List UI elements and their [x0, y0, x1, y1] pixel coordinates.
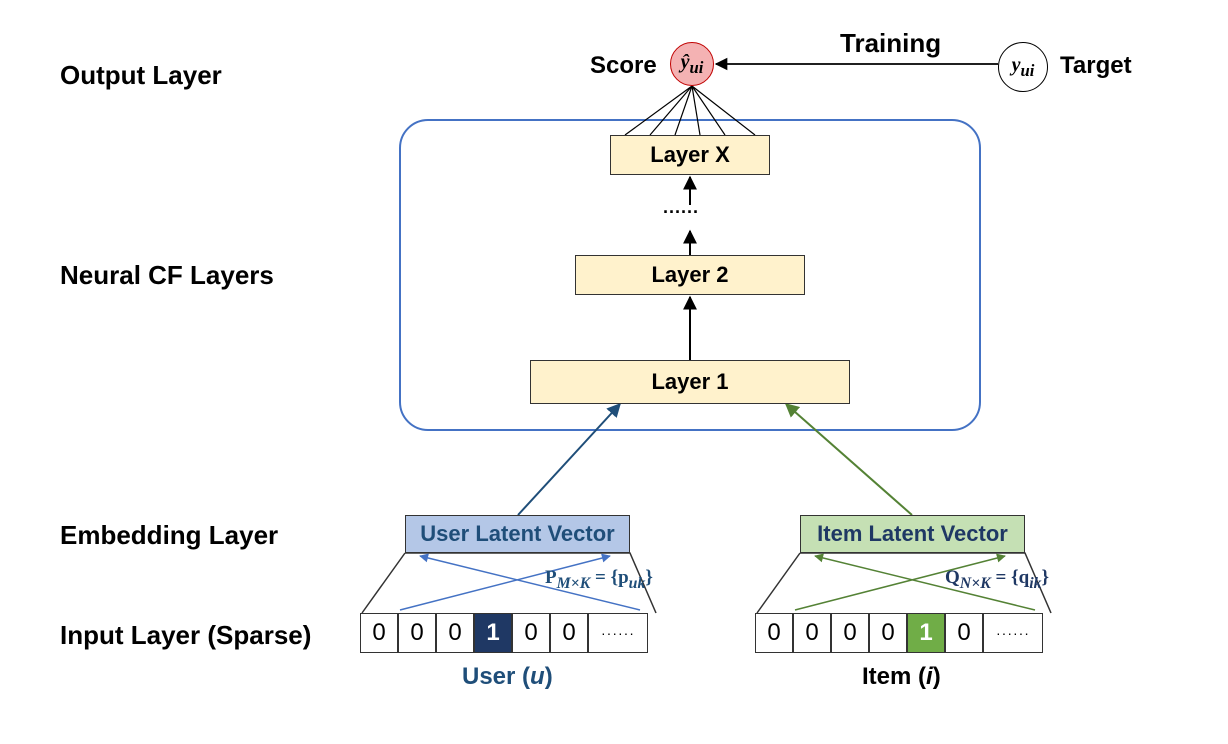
item-latent-math: QN×K = {qik} — [945, 567, 1049, 593]
onehot-dots: ······ — [588, 613, 648, 653]
training-label: Training — [840, 28, 941, 59]
layer-2-label: Layer 2 — [651, 262, 728, 288]
user-latent-box: User Latent Vector — [405, 515, 630, 553]
item-caption: Item (i) — [862, 663, 941, 691]
user-onehot: 000100······ — [360, 613, 648, 653]
onehot-dots: ······ — [983, 613, 1043, 653]
onehot-cell: 0 — [436, 613, 474, 653]
user-latent-label: User Latent Vector — [420, 521, 614, 547]
user-caption: User (u) — [462, 663, 553, 691]
onehot-cell: 1 — [907, 613, 945, 653]
score-label: Score — [590, 52, 657, 80]
item-latent-label: Item Latent Vector — [817, 521, 1008, 547]
target-label: Target — [1060, 52, 1132, 80]
row-label-embed: Embedding Layer — [60, 520, 278, 551]
user-latent-math: PM×K = {puk} — [545, 567, 653, 593]
onehot-cell: 0 — [869, 613, 907, 653]
onehot-cell: 0 — [793, 613, 831, 653]
onehot-cell: 0 — [512, 613, 550, 653]
onehot-cell: 0 — [398, 613, 436, 653]
item-onehot: 000010······ — [755, 613, 1043, 653]
layer-2-box: Layer 2 — [575, 255, 805, 295]
onehot-cell: 0 — [755, 613, 793, 653]
layer-dots: ······ — [663, 202, 699, 223]
target-node: yui — [998, 42, 1048, 92]
layer-x-label: Layer X — [650, 142, 730, 168]
score-node: ŷui — [670, 42, 714, 86]
row-label-output: Output Layer — [60, 60, 222, 91]
onehot-cell: 0 — [945, 613, 983, 653]
onehot-cell: 0 — [360, 613, 398, 653]
layer-1-box: Layer 1 — [530, 360, 850, 404]
row-label-input: Input Layer (Sparse) — [60, 620, 311, 651]
onehot-cell: 0 — [550, 613, 588, 653]
onehot-cell: 0 — [831, 613, 869, 653]
layer-1-label: Layer 1 — [651, 369, 728, 395]
item-latent-box: Item Latent Vector — [800, 515, 1025, 553]
onehot-cell: 1 — [474, 613, 512, 653]
layer-x-box: Layer X — [610, 135, 770, 175]
row-label-neural: Neural CF Layers — [60, 260, 274, 291]
